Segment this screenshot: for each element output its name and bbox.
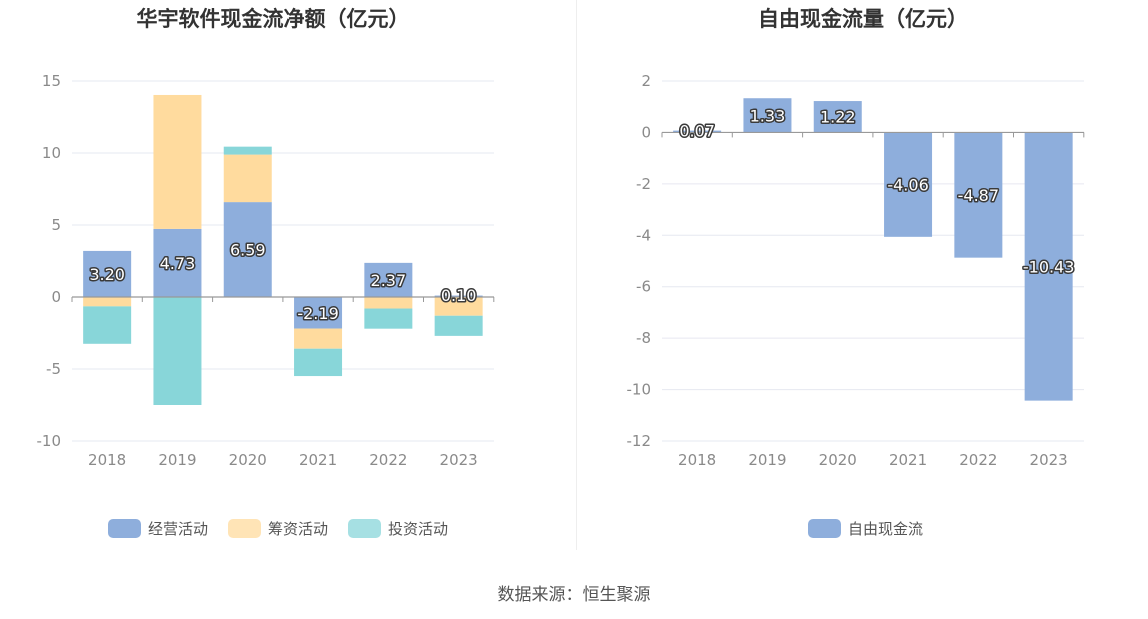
x-tick-label: 2021 (299, 451, 337, 469)
data-label: 1.22 (820, 108, 856, 127)
x-tick-label: 2023 (440, 451, 478, 469)
data-label: 3.20 (89, 265, 125, 284)
legend-swatch (348, 519, 381, 538)
bar-free_cash_flow (743, 98, 792, 133)
y-tick-label: -10 (37, 432, 62, 450)
data-label: -4.87 (958, 186, 999, 205)
bar-free_cash_flow (1024, 132, 1073, 401)
data-label: 4.73 (160, 254, 196, 273)
legend-swatch (108, 519, 141, 538)
bar-free_cash_flow (954, 132, 1003, 258)
bar-operating (434, 295, 483, 297)
x-tick-label: 2018 (88, 451, 126, 469)
y-tick-label: 0 (51, 288, 61, 306)
y-tick-label: -8 (636, 329, 651, 347)
bar-investing (83, 306, 132, 344)
y-tick-label: -6 (636, 278, 651, 296)
data-label: 0.07 (679, 121, 715, 140)
bar-investing (294, 348, 343, 377)
x-tick-label: 2022 (369, 451, 407, 469)
bar-financing (83, 297, 132, 307)
y-tick-label: -5 (46, 360, 61, 378)
cash-flow-chart: 华宇软件现金流净额（亿元） 15 10 5 0 -5 -10 3.20 4.73 6.59 -2.1… (37, 7, 495, 538)
bar-operating (294, 297, 343, 329)
bar-financing (153, 94, 202, 229)
bar-operating (364, 262, 413, 297)
y-tick-label: 10 (42, 144, 61, 162)
y-tick-label: -4 (636, 226, 651, 244)
x-tick-label: 2023 (1030, 451, 1068, 469)
chart-title: 自由现金流量（亿元） (758, 7, 968, 31)
legend-label: 筹资活动 (268, 520, 328, 538)
y-tick-label: 2 (641, 72, 651, 90)
bar-financing (434, 297, 483, 316)
y-tick-label: 0 (641, 123, 651, 141)
y-tick-label: -2 (636, 175, 651, 193)
data-label: 0.10 (441, 286, 477, 305)
legend-label: 经营活动 (148, 520, 208, 538)
bar-investing (434, 315, 483, 336)
bar-financing (364, 297, 413, 309)
data-label: -2.19 (297, 304, 338, 323)
legend-label: 自由现金流 (848, 520, 923, 538)
bar-free_cash_flow (813, 101, 862, 133)
x-tick-label: 2020 (819, 451, 857, 469)
legend-swatch (228, 519, 261, 538)
bar-investing (153, 297, 202, 405)
y-tick-label: 15 (42, 72, 61, 90)
x-tick-label: 2022 (959, 451, 997, 469)
bar-operating (223, 202, 272, 297)
x-tick-label: 2021 (889, 451, 927, 469)
data-label: 1.33 (750, 106, 786, 125)
bar-free_cash_flow (884, 132, 933, 237)
data-label: -4.06 (887, 176, 928, 195)
bar-investing (364, 308, 413, 329)
x-tick-label: 2018 (678, 451, 716, 469)
data-label: 6.59 (230, 241, 266, 260)
source-note: 数据来源：恒生聚源 (497, 585, 651, 605)
chart-title: 华宇软件现金流净额（亿元） (137, 7, 410, 31)
y-tick-label: 5 (51, 216, 61, 234)
x-tick-label: 2019 (158, 451, 196, 469)
bar-free_cash_flow (673, 130, 722, 133)
y-tick-label: -12 (627, 432, 652, 450)
legend-swatch (808, 519, 841, 538)
bar-investing (223, 146, 272, 155)
x-tick-label: 2020 (229, 451, 267, 469)
y-tick-label: -10 (627, 381, 652, 399)
bar-financing (294, 328, 343, 349)
bar-operating (153, 228, 202, 297)
x-tick-label: 2019 (748, 451, 786, 469)
free-cash-flow-chart: 自由现金流量（亿元） 2 0 -2 -4 -6 -8 -10 -12 0.07 1.33 1.22 -4… (627, 7, 1085, 538)
data-label: -10.43 (1023, 258, 1075, 277)
legend-label: 投资活动 (388, 520, 448, 538)
chart-divider (576, 0, 577, 550)
data-label: 2.37 (371, 271, 407, 290)
bar-financing (223, 154, 272, 203)
bar-operating (83, 250, 132, 297)
